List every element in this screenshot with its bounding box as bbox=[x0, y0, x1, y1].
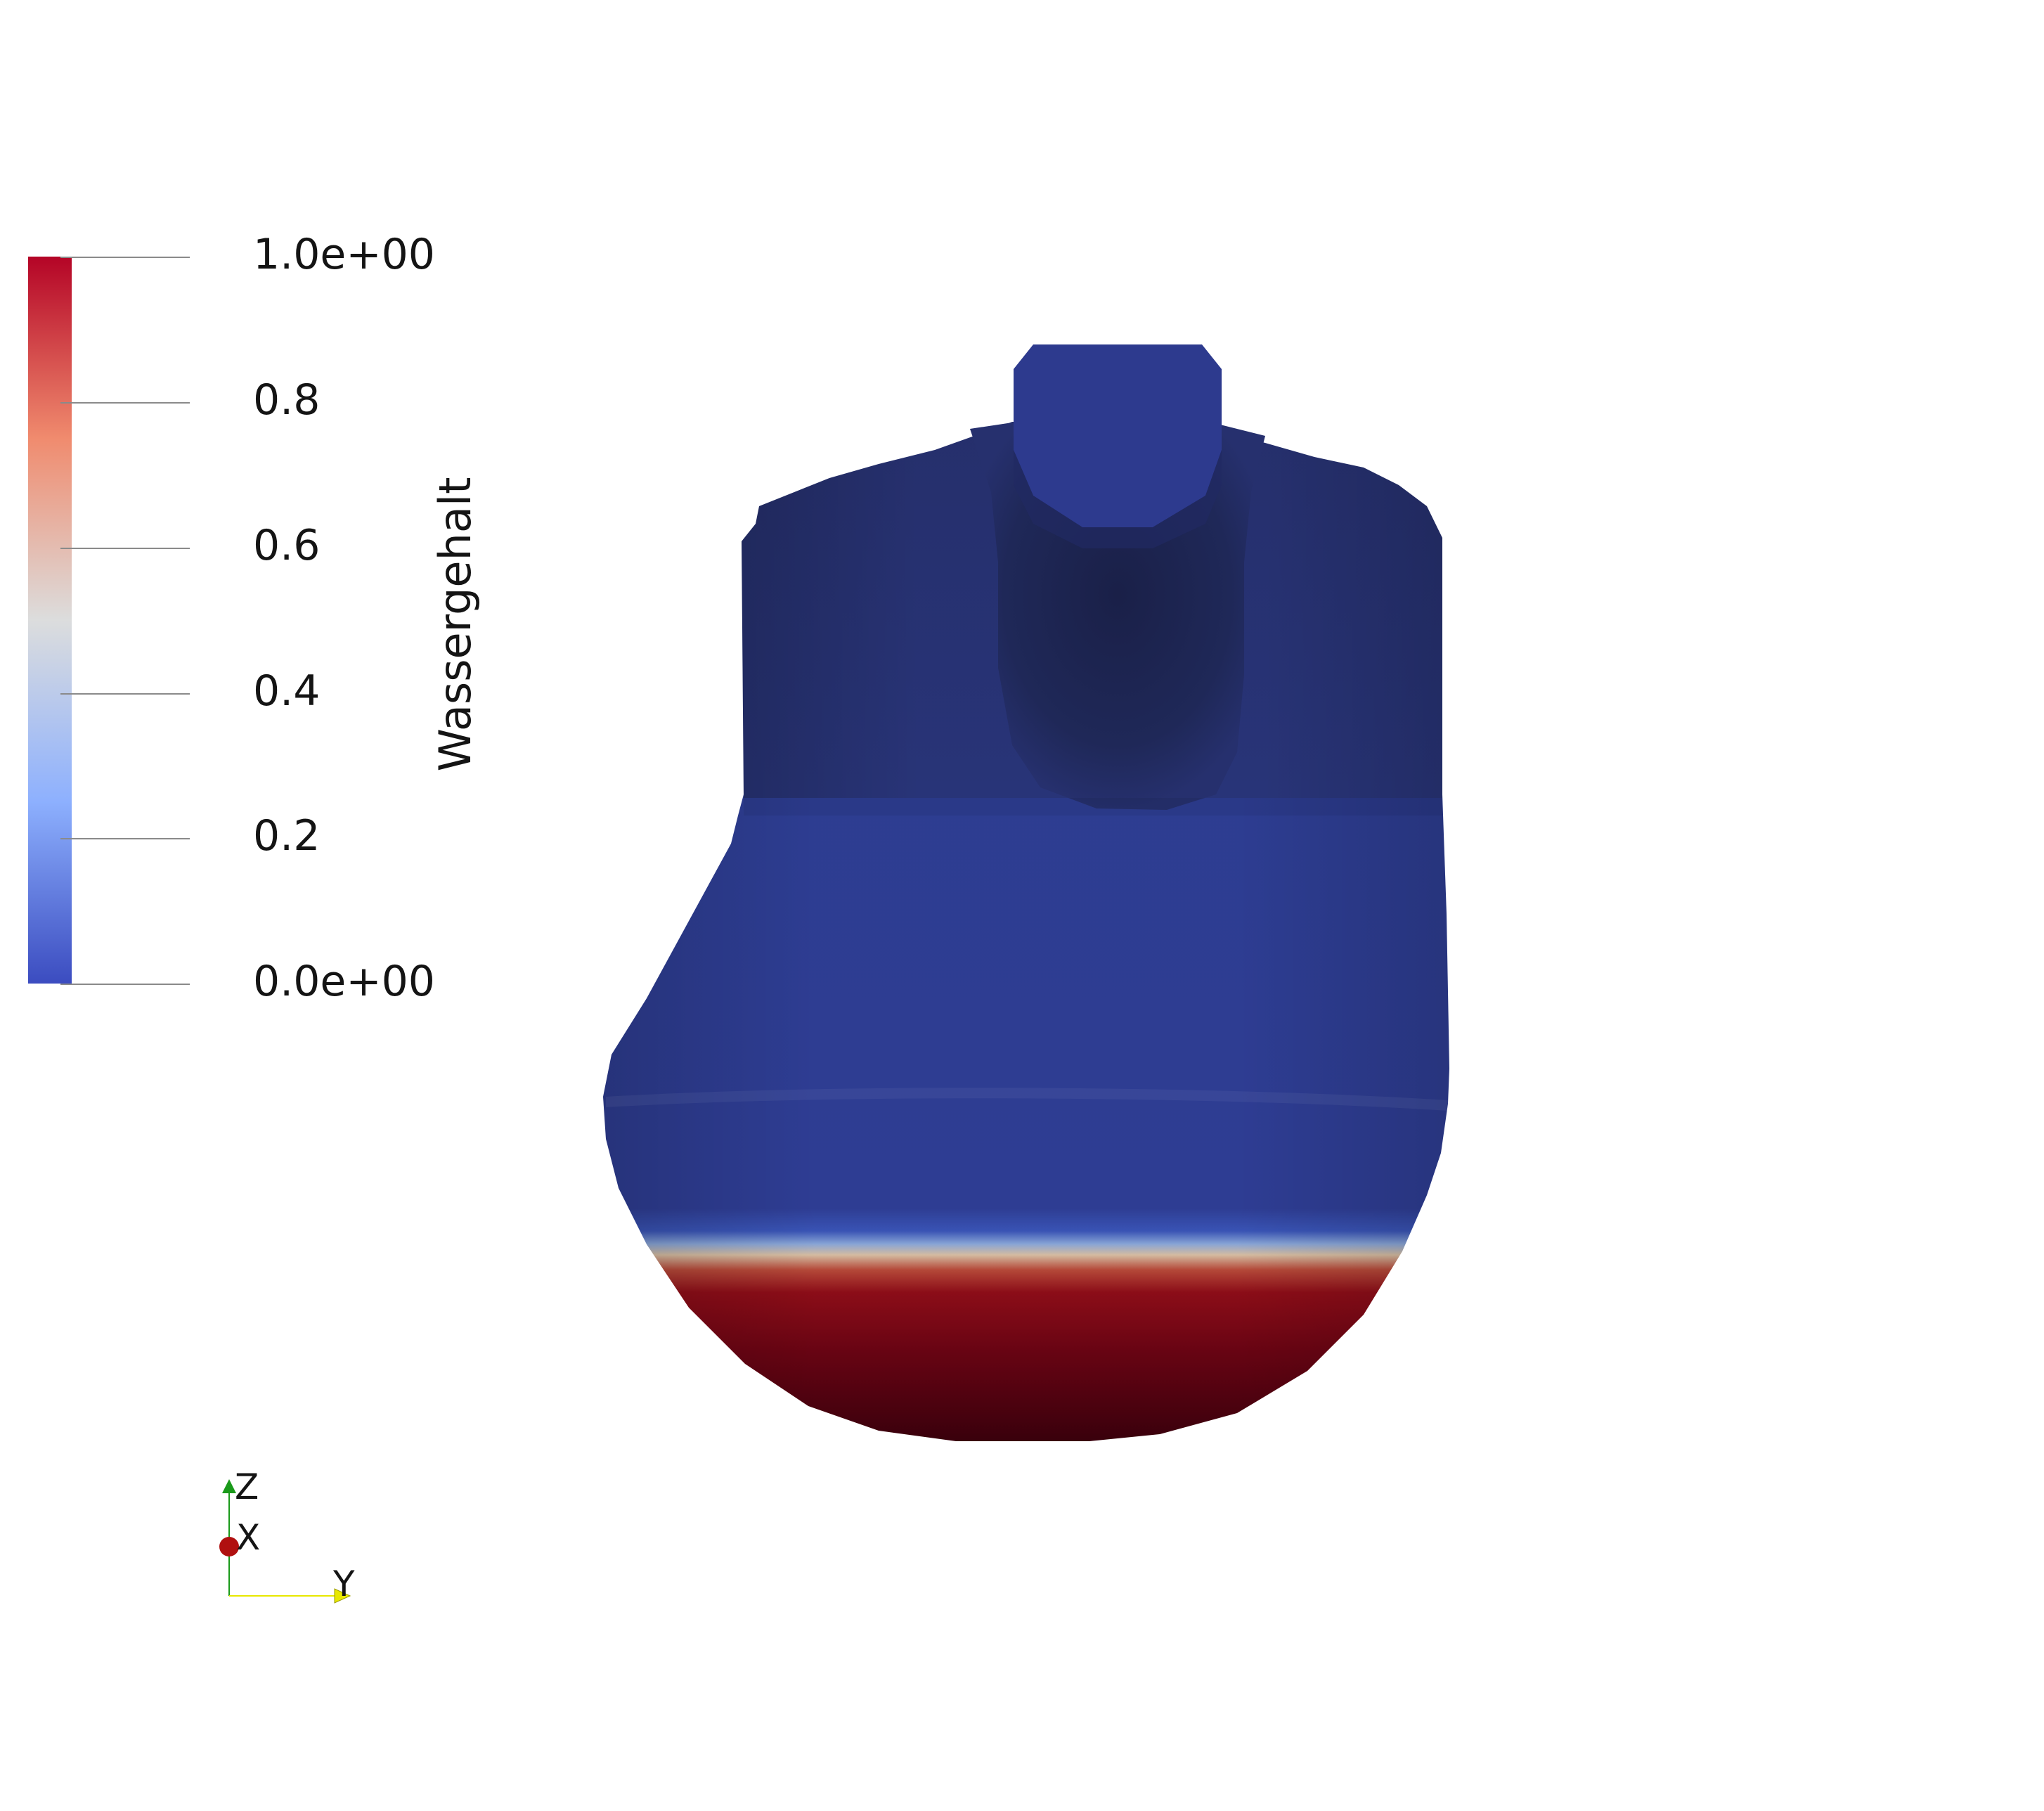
colorbar-tick bbox=[60, 693, 190, 695]
x-axis-label: X bbox=[236, 1517, 261, 1558]
colorbar-label: 0.2 bbox=[253, 811, 321, 861]
colorbar-label-min: 0.0e+00 bbox=[253, 957, 435, 1006]
colorbar-label: 0.6 bbox=[253, 521, 321, 570]
y-axis-label: Y bbox=[333, 1564, 355, 1604]
z-axis-label: Z bbox=[235, 1467, 259, 1507]
colorbar-tick bbox=[60, 984, 190, 985]
vessel-neck bbox=[1014, 344, 1222, 527]
colorbar-label: 0.4 bbox=[253, 666, 321, 716]
orientation-axes-glyph bbox=[219, 1479, 351, 1604]
colorbar-tick bbox=[60, 838, 190, 839]
colorbar-label-max: 1.0e+00 bbox=[253, 230, 435, 279]
colorbar-label: 0.8 bbox=[253, 375, 321, 425]
colorbar-gradient bbox=[28, 257, 72, 984]
x-axis-point-icon bbox=[219, 1537, 239, 1557]
colorbar-tick bbox=[60, 548, 190, 549]
colorbar-tick bbox=[60, 402, 190, 404]
y-axis-arrow-icon bbox=[334, 1588, 351, 1604]
z-axis-arrow-icon bbox=[222, 1479, 236, 1493]
orientation-axes-widget: Z X Y bbox=[197, 1469, 380, 1610]
colorbar-tick bbox=[60, 257, 190, 258]
